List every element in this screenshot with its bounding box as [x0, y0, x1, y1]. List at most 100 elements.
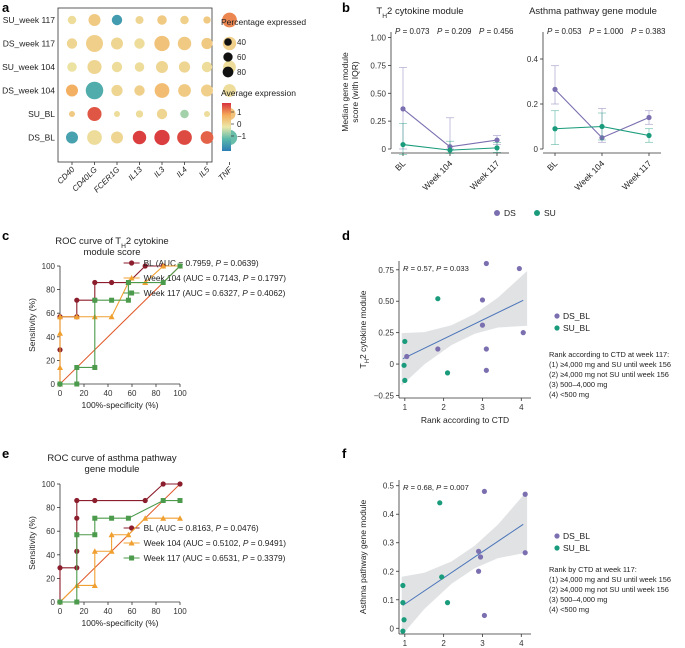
- x-tick-label: 4: [519, 403, 524, 412]
- y-tick-label: 80: [46, 286, 55, 295]
- x-tick-label: 100: [173, 389, 187, 398]
- colorbar: [222, 103, 231, 151]
- size-legend-dot: [223, 52, 233, 62]
- scatter-point-SU_BL: [439, 574, 445, 580]
- roc-point-Week 117: [92, 532, 98, 538]
- x-tick-label: 4: [519, 639, 524, 648]
- heatmap-dot: [201, 61, 213, 73]
- y-tick-label: 0.3: [383, 539, 395, 548]
- regression-line: [402, 299, 524, 360]
- y-tick-label: 0: [382, 145, 387, 154]
- scatter-point-DS_BL: [483, 346, 489, 352]
- roc-title-line: ROC curve of asthma pathway: [47, 453, 177, 464]
- y-tick-label: 0.75: [378, 266, 394, 275]
- legend-label-BL: BL (AUC = 0.7959, P = 0.0639): [144, 258, 259, 268]
- heatmap-dot: [85, 81, 104, 100]
- heatmap-dot: [154, 35, 170, 52]
- roc-point-Week 117: [125, 515, 131, 521]
- rank-legend-item: (1) ≥4,000 mg and SU until week 156: [549, 575, 671, 584]
- p-value-label: P = 1.000: [589, 27, 624, 36]
- legend-dot-SU_BL: [554, 325, 560, 331]
- legend-dot-DS_BL: [554, 313, 560, 319]
- heatmap-dot: [68, 110, 76, 118]
- x-tick-label: 0: [58, 389, 63, 398]
- roc-point-Week 104: [57, 330, 63, 336]
- x-tick-label: 60: [128, 389, 137, 398]
- scatter-point-SU_BL: [444, 600, 451, 606]
- legend-label-SU_BL: SU_BL: [563, 323, 590, 333]
- heatmap-dot: [86, 35, 103, 52]
- heatmap-dot: [222, 12, 237, 28]
- rank-legend-item: (4) <500 mg: [549, 390, 589, 399]
- legend-label-SU: SU: [544, 208, 556, 218]
- legend-label-Week 104: Week 104 (AUC = 0.7143, P = 0.1797): [144, 273, 287, 283]
- heatmap-dot: [223, 84, 236, 97]
- x-tick-label: 3: [480, 639, 485, 648]
- scatter-point-SU_BL: [437, 500, 443, 506]
- size-legend-label: 40: [237, 38, 246, 47]
- x-axis-label: 100%-specificity (%): [82, 400, 159, 410]
- diagonal-reference-line: [59, 483, 181, 603]
- roc-point-BL: [142, 497, 148, 504]
- legend-label-Week 117: Week 117 (AUC = 0.6531, P = 0.3379): [144, 553, 286, 563]
- x-tick-label: 100: [173, 607, 187, 616]
- roc-line-Week 117: [60, 265, 181, 385]
- legend-marker-BL: [129, 260, 135, 266]
- roc-point-Week 117: [177, 498, 183, 504]
- color-legend-title: Average expression: [221, 88, 296, 98]
- roc-point-Week 104: [108, 313, 115, 320]
- data-point-SU: [400, 141, 406, 148]
- roc-point-Week 104: [108, 548, 115, 554]
- roc-line-BL: [59, 483, 180, 602]
- scatter-point-DS_BL: [483, 367, 489, 373]
- rank-legend-item: (1) ≥4,000 mg and SU until week 156: [549, 360, 671, 369]
- p-value-label: P = 0.456: [479, 27, 514, 36]
- scatter-point-DS_BL: [477, 554, 484, 560]
- confidence-band: [401, 490, 528, 636]
- colorbar-tick-label: −1: [237, 132, 247, 141]
- x-tick-label: 80: [152, 607, 161, 616]
- scatter-point-SU_BL: [400, 600, 406, 606]
- legend-dot-SU: [534, 210, 540, 216]
- heatmap-dot: [65, 84, 79, 97]
- legend-marker-Week 117: [129, 290, 135, 296]
- heatmap-dot: [65, 131, 79, 144]
- x-tick-label: 2: [441, 403, 446, 412]
- heatmap-row-label: DS_week 117: [3, 39, 56, 49]
- roc-point-Week 117: [74, 532, 80, 538]
- panel-label-c: c: [2, 228, 9, 243]
- heatmap-dot: [155, 60, 169, 74]
- scatter-point-SU_BL: [402, 377, 408, 384]
- heatmap-dot: [177, 36, 192, 51]
- data-point-SU: [646, 132, 652, 139]
- roc-point-Week 117: [57, 381, 63, 387]
- y-tick-label: 20: [46, 574, 55, 583]
- heatmap-dot: [111, 84, 123, 97]
- rank-legend-item: (3) 500–4,000 mg: [549, 595, 607, 604]
- y-tick-label: 80: [46, 504, 55, 513]
- y-tick-label: 0.4: [383, 510, 395, 519]
- colorbar-tick-label: 1: [237, 108, 242, 117]
- x-tick-label: 2: [441, 639, 446, 648]
- heatmap-gene-label: IL13: [127, 165, 145, 183]
- heatmap-gene-label: TNF: [217, 164, 235, 182]
- regression-line: [402, 523, 524, 606]
- correlation-annotation: R = 0.68, P = 0.007: [403, 483, 469, 492]
- heatmap-dot: [87, 59, 102, 75]
- p-value-label: P = 0.053: [547, 27, 582, 36]
- heatmap-dot: [154, 129, 170, 146]
- x-tick-label: 1: [403, 403, 408, 412]
- heatmap-row-label: SU_BL: [28, 109, 55, 119]
- heatmap-dot: [110, 37, 124, 50]
- roc-point-Week 117: [125, 280, 131, 286]
- scatter-point-DS_BL: [522, 550, 528, 556]
- roc-point-Week 104: [177, 515, 183, 521]
- heatmap-gene-label: IL4: [175, 165, 190, 180]
- y-tick-label: −0.25: [374, 391, 395, 400]
- roc-point-BL: [109, 279, 115, 286]
- roc-point-Week 117: [125, 297, 131, 303]
- x-axis-label: Rank according to CTD: [421, 415, 509, 425]
- data-point-DS: [646, 114, 652, 121]
- y-tick-label: 0.5: [383, 482, 395, 491]
- legend-marker-Week 117: [129, 555, 135, 561]
